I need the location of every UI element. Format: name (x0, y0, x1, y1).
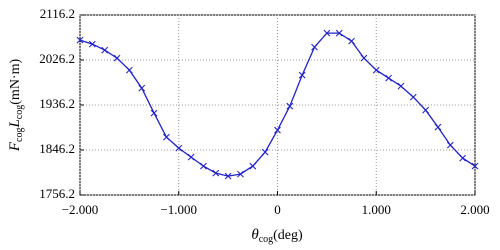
x-label-unit: (deg) (273, 228, 303, 243)
x-label-symbol: θ (251, 227, 259, 243)
data-marker (150, 109, 158, 117)
y-label-symbol: L (7, 119, 23, 128)
data-marker (261, 148, 269, 156)
data-marker (125, 66, 133, 74)
data-marker (360, 54, 368, 62)
data-marker (385, 74, 392, 82)
y-tick-label: 1756.2 (39, 186, 75, 201)
data-marker (335, 29, 343, 37)
x-label-sub: cog (259, 234, 273, 245)
data-marker (459, 154, 467, 162)
y-axis-label: FcogLcog(mN·m) (7, 59, 25, 153)
x-axis-label: θcog(deg) (251, 227, 303, 245)
data-marker (422, 106, 430, 114)
y-label-unit: (mN·m) (8, 59, 23, 105)
data-marker (163, 133, 170, 141)
data-marker (286, 102, 294, 110)
data-marker (212, 169, 220, 177)
y-label-sub: cog (14, 128, 25, 142)
data-marker (471, 162, 479, 170)
data-marker (274, 126, 281, 134)
data-marker (409, 93, 417, 101)
y-label-symbol: F (7, 141, 23, 152)
data-marker (101, 46, 109, 54)
data-marker (224, 172, 232, 180)
x-tick-label: −2.000 (62, 202, 99, 217)
x-tick-label: 2.000 (460, 202, 489, 217)
data-marker (323, 29, 331, 37)
data-marker (237, 170, 244, 178)
data-marker (76, 36, 84, 44)
data-marker (187, 153, 195, 161)
data-marker (434, 123, 442, 131)
x-tick-label: −1.000 (160, 202, 197, 217)
data-marker (175, 144, 183, 152)
x-tick-label: 1.000 (362, 202, 391, 217)
data-marker (348, 37, 355, 45)
data-marker (200, 162, 207, 170)
y-tick-label: 1846.2 (39, 141, 75, 156)
y-tick-label: 1936.2 (39, 96, 75, 111)
data-marker (446, 141, 454, 149)
data-marker (138, 84, 146, 92)
data-marker (397, 82, 405, 90)
data-marker (88, 40, 96, 48)
data-marker (298, 71, 306, 79)
y-label-sub: cog (14, 105, 25, 119)
y-tick-label: 2116.2 (40, 6, 75, 21)
data-marker (113, 54, 121, 62)
data-marker (249, 162, 257, 170)
x-tick-label: 0 (274, 202, 281, 217)
y-tick-label: 2026.2 (39, 51, 75, 66)
data-marker (311, 43, 318, 51)
data-marker (372, 66, 380, 74)
